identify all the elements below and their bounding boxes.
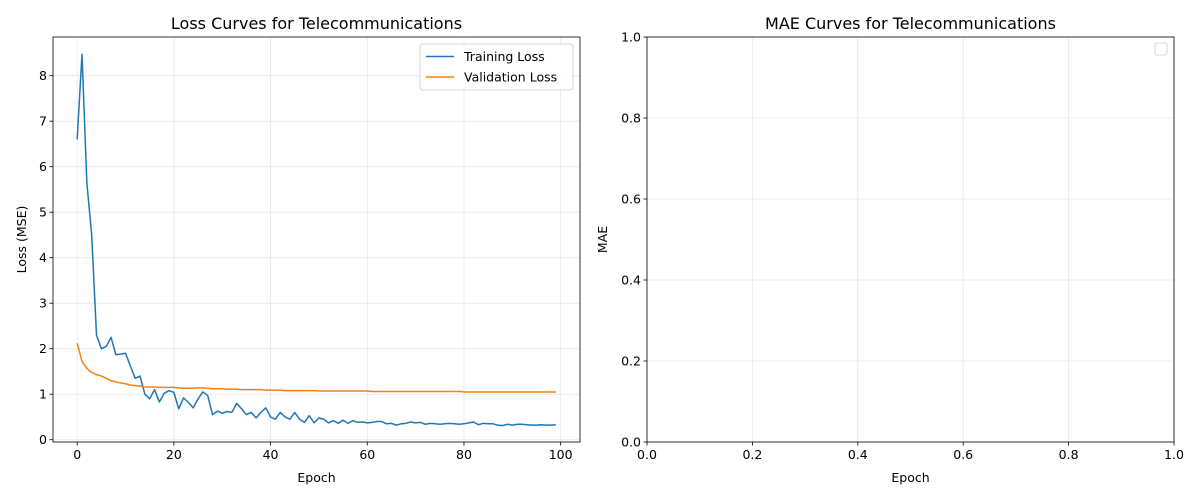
loss-chart-ylabel: Loss (MSE) xyxy=(14,206,29,274)
loss-chart-xlabel: Epoch xyxy=(297,470,335,485)
loss-chart: Loss Curves for Telecommunications 0 20 40… xyxy=(14,14,581,485)
mae-chart-xtick-label: 1.0 xyxy=(1164,447,1184,462)
mae-chart-xtick-label: 0.6 xyxy=(953,447,973,462)
loss-chart-xtick-label: 0 xyxy=(73,447,81,462)
mae-chart-title: MAE Curves for Telecommunications xyxy=(765,14,1056,33)
loss-chart-ytick-label: 6 xyxy=(39,159,47,174)
loss-chart-xtick-label: 60 xyxy=(359,447,375,462)
loss-chart-legend-box xyxy=(419,43,574,91)
legend-label-validation-loss: Validation Loss xyxy=(464,70,557,85)
loss-chart-xtick-label: 40 xyxy=(263,447,279,462)
loss-chart-ytick-label: 7 xyxy=(39,114,47,129)
loss-chart-ytick-label: 3 xyxy=(39,296,47,311)
loss-chart-frame xyxy=(52,36,581,443)
loss-chart-series xyxy=(76,53,556,427)
loss-chart-grid xyxy=(53,37,580,442)
mae-chart-xtick-label: 0.0 xyxy=(637,447,657,462)
mae-chart-grid xyxy=(646,36,1175,443)
loss-chart-xtick-label: 80 xyxy=(456,447,472,462)
mae-chart-xlabel: Epoch xyxy=(891,470,929,485)
mae-chart: MAE Curves for Telecommunications 0.0 0.2… xyxy=(595,14,1184,485)
mae-chart-ytick-label: 1.0 xyxy=(621,30,641,45)
series-line-training-loss xyxy=(76,53,556,427)
loss-chart-legend: Training Loss Validation Loss xyxy=(419,43,574,91)
mae-chart-ytick-label: 0.6 xyxy=(621,192,641,207)
loss-chart-title: Loss Curves for Telecommunications xyxy=(171,14,462,33)
loss-chart-ticks: 0 20 40 60 80 100 0 1 2 3 4 5 6 7 8 xyxy=(39,68,573,462)
mae-chart-xtick-label: 0.4 xyxy=(848,447,868,462)
mae-chart-frame xyxy=(646,36,1175,443)
loss-chart-ytick-label: 1 xyxy=(39,387,47,402)
mae-chart-ytick-label: 0.0 xyxy=(621,435,641,450)
mae-chart-ylabel: MAE xyxy=(595,226,610,253)
mae-chart-ytick-label: 0.4 xyxy=(621,273,641,288)
loss-chart-ytick-label: 4 xyxy=(39,250,47,265)
loss-chart-ytick-label: 5 xyxy=(39,205,47,220)
loss-chart-xtick-label: 20 xyxy=(166,447,182,462)
series-line-validation-loss xyxy=(76,343,556,393)
mae-chart-ticks: 0.0 0.2 0.4 0.6 0.8 1.0 0.0 0.2 0.4 0.6 0.8 1.0 xyxy=(621,30,1184,463)
loss-chart-ytick-label: 2 xyxy=(39,341,47,356)
mae-chart-xtick-label: 0.2 xyxy=(742,447,762,462)
legend-label-training-loss: Training Loss xyxy=(463,49,545,64)
loss-chart-ytick-label: 8 xyxy=(39,68,47,83)
loss-chart-ytick-label: 0 xyxy=(39,432,47,447)
mae-chart-ytick-label: 0.8 xyxy=(621,111,641,126)
mae-chart-empty-legend xyxy=(1154,42,1168,56)
mae-chart-ytick-label: 0.2 xyxy=(621,354,641,369)
mae-chart-xtick-label: 0.8 xyxy=(1059,447,1079,462)
loss-chart-xtick-label: 100 xyxy=(549,447,573,462)
